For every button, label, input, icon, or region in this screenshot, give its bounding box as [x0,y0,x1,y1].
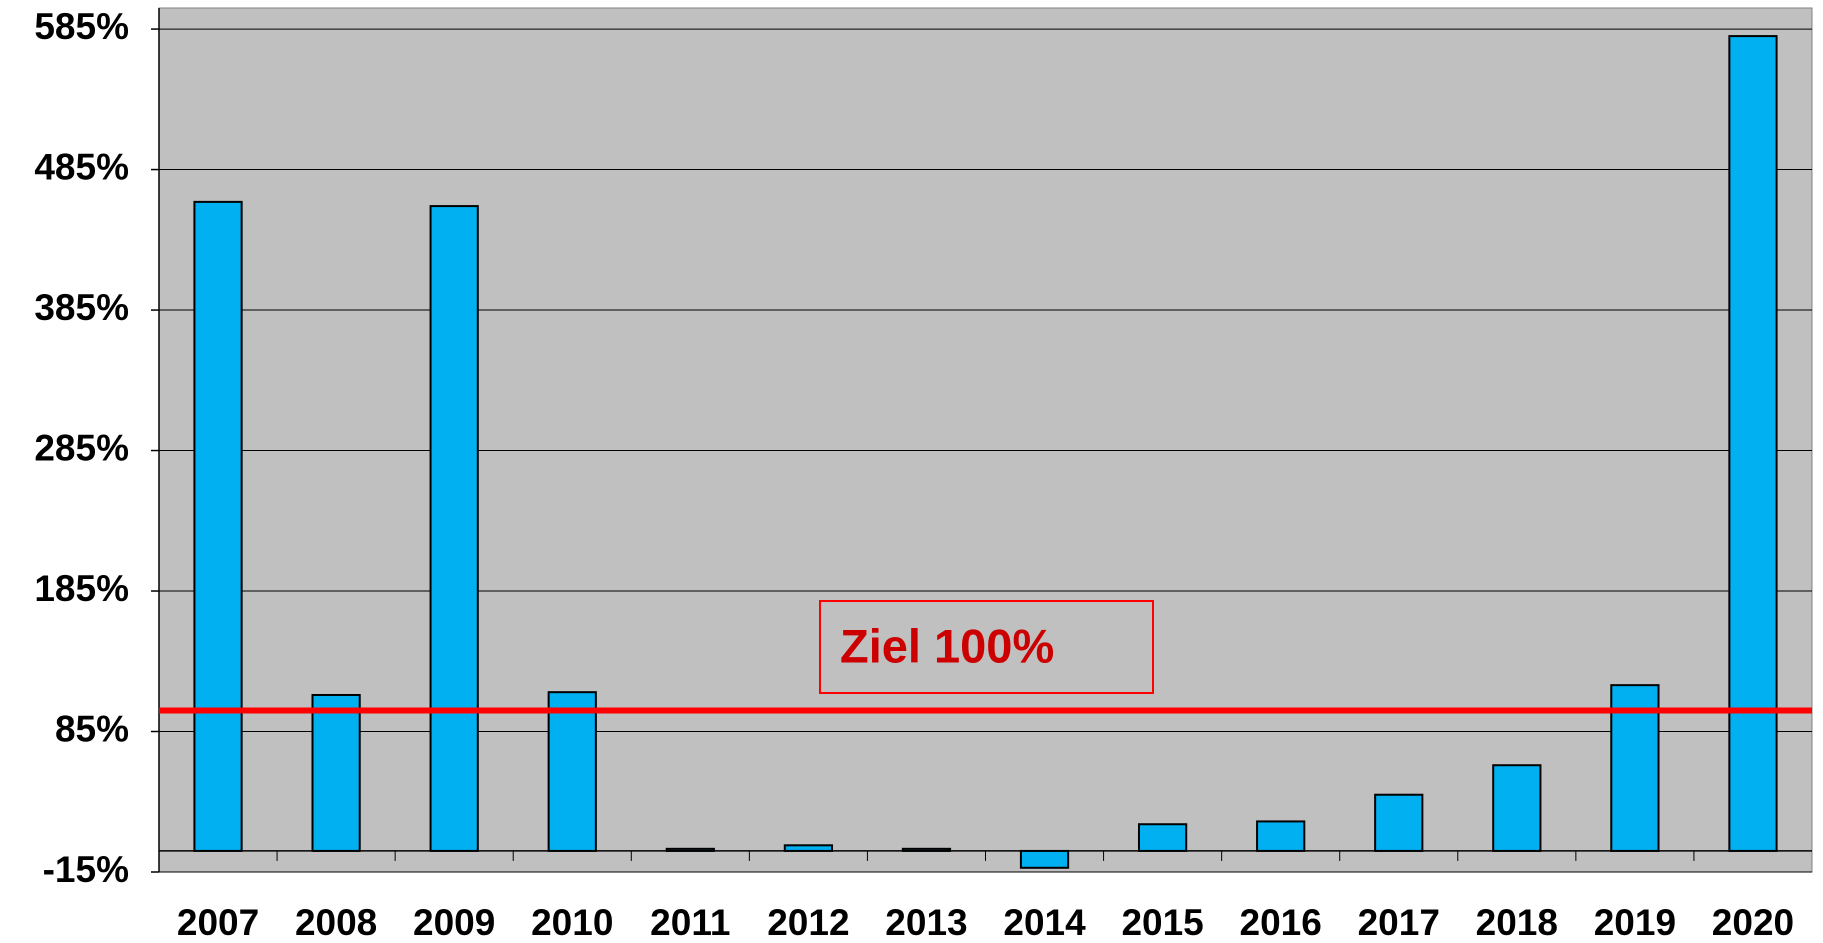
annotation-box [819,600,1154,694]
x-tick-label: 2007 [177,902,259,943]
x-tick-label: 2018 [1476,902,1558,943]
bar [1728,35,1778,852]
x-tick-label: 2009 [413,902,495,943]
bar [547,691,597,852]
x-tick-label: 2008 [295,902,377,943]
annotation: Ziel 100% [840,619,1054,672]
x-tick-label: 2010 [531,902,613,943]
bar [1137,823,1188,852]
y-tick-label: 85% [55,708,129,749]
x-tick-label: 2016 [1240,902,1322,943]
y-tick-label: 585% [34,6,129,47]
x-tick-label: 2017 [1358,902,1440,943]
x-tick-label: 2013 [885,902,967,943]
bar [901,847,952,852]
y-tick-label: -15% [43,849,129,890]
bar [783,844,834,852]
x-tick-label: 2015 [1121,902,1203,943]
bar [1019,849,1070,869]
bar [1374,793,1424,852]
bar [1492,764,1542,852]
y-tick-label: 285% [34,427,129,468]
bar [193,200,243,852]
bar [1256,820,1306,852]
x-tick-label: 2020 [1712,902,1794,943]
bar [429,205,479,852]
x-tick-label: 2019 [1594,902,1676,943]
plot-area [158,7,1813,873]
y-tick-label: 185% [34,568,129,609]
x-tick-label: 2012 [767,902,849,943]
x-tick-label: 2014 [1003,902,1086,943]
bar [311,693,361,852]
y-tick-label: 485% [34,146,129,187]
bar [665,847,715,852]
x-tick-label: 2011 [650,902,730,943]
y-tick-label: 385% [34,287,129,328]
